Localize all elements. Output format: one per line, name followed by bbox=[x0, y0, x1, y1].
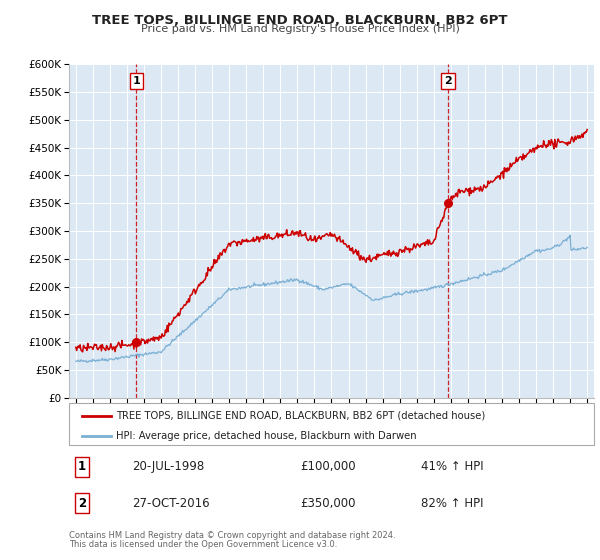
Text: 82% ↑ HPI: 82% ↑ HPI bbox=[421, 497, 483, 510]
Text: 1: 1 bbox=[78, 460, 86, 473]
Text: £100,000: £100,000 bbox=[300, 460, 356, 473]
Text: TREE TOPS, BILLINGE END ROAD, BLACKBURN, BB2 6PT (detached house): TREE TOPS, BILLINGE END ROAD, BLACKBURN,… bbox=[116, 411, 485, 421]
Text: This data is licensed under the Open Government Licence v3.0.: This data is licensed under the Open Gov… bbox=[69, 540, 337, 549]
Text: TREE TOPS, BILLINGE END ROAD, BLACKBURN, BB2 6PT: TREE TOPS, BILLINGE END ROAD, BLACKBURN,… bbox=[92, 14, 508, 27]
Text: Contains HM Land Registry data © Crown copyright and database right 2024.: Contains HM Land Registry data © Crown c… bbox=[69, 531, 395, 540]
Text: 1: 1 bbox=[132, 76, 140, 86]
Text: Price paid vs. HM Land Registry's House Price Index (HPI): Price paid vs. HM Land Registry's House … bbox=[140, 24, 460, 34]
Text: 27-OCT-2016: 27-OCT-2016 bbox=[132, 497, 209, 510]
Text: 41% ↑ HPI: 41% ↑ HPI bbox=[421, 460, 484, 473]
Text: 20-JUL-1998: 20-JUL-1998 bbox=[132, 460, 204, 473]
Text: 2: 2 bbox=[444, 76, 452, 86]
Text: 2: 2 bbox=[78, 497, 86, 510]
Text: £350,000: £350,000 bbox=[300, 497, 355, 510]
Text: HPI: Average price, detached house, Blackburn with Darwen: HPI: Average price, detached house, Blac… bbox=[116, 431, 417, 441]
